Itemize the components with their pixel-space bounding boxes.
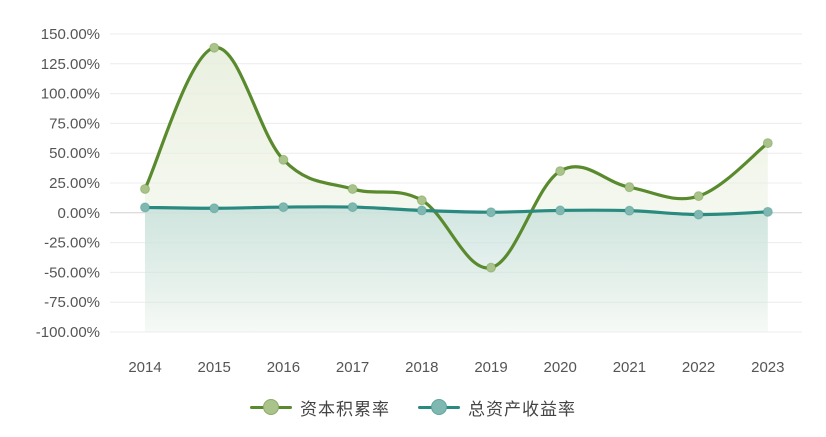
legend-item-capital-accumulation[interactable]: 资本积累率 [250, 395, 390, 420]
y-tick-label: -100.00% [36, 324, 100, 341]
x-tick-label: 2023 [751, 359, 784, 376]
legend: 资本积累率 总资产收益率 [0, 392, 826, 422]
data-point[interactable] [624, 182, 635, 193]
x-tick-label: 2016 [267, 359, 300, 376]
x-tick-label: 2015 [198, 359, 231, 376]
data-point[interactable] [278, 154, 289, 165]
x-tick-label: 2014 [128, 359, 161, 376]
legend-label: 总资产收益率 [468, 399, 576, 420]
data-point[interactable] [209, 42, 220, 53]
data-point[interactable] [762, 138, 773, 149]
y-tick-label: 0.00% [57, 205, 100, 222]
data-point[interactable] [555, 205, 566, 216]
data-point[interactable] [209, 203, 220, 214]
y-tick-label: -25.00% [44, 235, 100, 252]
data-point[interactable] [693, 209, 704, 220]
legend-swatch-icon [250, 399, 292, 415]
data-point[interactable] [347, 183, 358, 194]
x-axis-labels: 2014 2015 2016 2017 2018 2019 2020 2021 2022 2023 [128, 359, 784, 376]
y-tick-label: 100.00% [41, 86, 100, 103]
data-point[interactable] [624, 205, 635, 216]
series-area [145, 206, 768, 332]
data-point[interactable] [486, 262, 496, 273]
y-tick-label: 75.00% [49, 115, 100, 132]
y-axis-labels: 150.00% 125.00% 100.00% 75.00% 50.00% 25.00% 0… [36, 26, 100, 341]
y-tick-label: 50.00% [49, 145, 100, 162]
y-tick-label: -50.00% [44, 264, 100, 281]
legend-label: 资本积累率 [300, 399, 390, 420]
data-point[interactable] [486, 207, 496, 218]
data-point[interactable] [278, 202, 289, 213]
series-line [143, 46, 770, 270]
y-tick-label: 125.00% [41, 56, 100, 73]
series-areas [145, 47, 768, 333]
y-tick-label: 25.00% [49, 175, 100, 192]
data-point[interactable] [140, 202, 150, 213]
series-lines [143, 46, 770, 270]
legend-swatch-icon [418, 399, 460, 415]
x-tick-label: 2021 [613, 359, 646, 376]
data-point[interactable] [693, 191, 704, 202]
data-point[interactable] [762, 206, 773, 217]
data-point[interactable] [416, 205, 427, 216]
x-tick-label: 2019 [474, 359, 507, 376]
data-point[interactable] [416, 195, 427, 206]
data-point[interactable] [140, 183, 150, 194]
y-tick-label: 150.00% [41, 26, 100, 43]
series-points [140, 42, 773, 273]
legend-item-return-on-assets[interactable]: 总资产收益率 [418, 395, 576, 420]
x-tick-label: 2022 [682, 359, 715, 376]
series-line [143, 205, 770, 217]
y-tick-label: -75.00% [44, 294, 100, 311]
x-tick-label: 2020 [544, 359, 577, 376]
data-point[interactable] [555, 166, 566, 177]
x-tick-label: 2017 [336, 359, 369, 376]
x-tick-label: 2018 [405, 359, 438, 376]
data-point[interactable] [347, 202, 358, 213]
